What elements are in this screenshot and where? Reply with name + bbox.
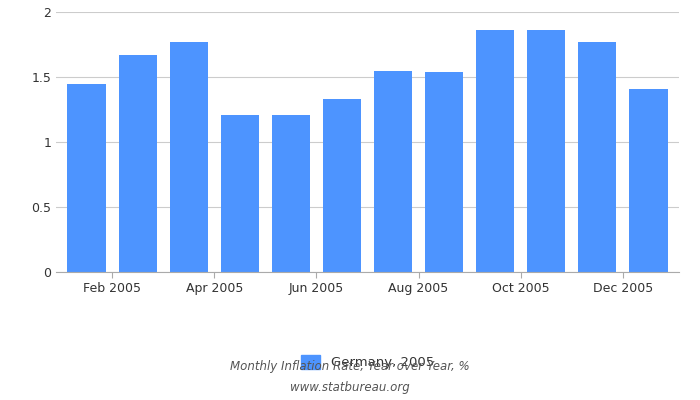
Bar — [629, 89, 668, 272]
Bar — [578, 42, 617, 272]
Bar — [220, 115, 259, 272]
Bar — [323, 99, 361, 272]
Text: www.statbureau.org: www.statbureau.org — [290, 381, 410, 394]
Bar — [118, 55, 157, 272]
Legend: Germany, 2005: Germany, 2005 — [295, 350, 440, 375]
Bar — [272, 115, 310, 272]
Text: Monthly Inflation Rate, Year over Year, %: Monthly Inflation Rate, Year over Year, … — [230, 360, 470, 373]
Bar — [374, 70, 412, 272]
Bar — [527, 30, 566, 272]
Bar — [67, 84, 106, 272]
Bar — [476, 30, 514, 272]
Bar — [425, 72, 463, 272]
Bar — [169, 42, 208, 272]
